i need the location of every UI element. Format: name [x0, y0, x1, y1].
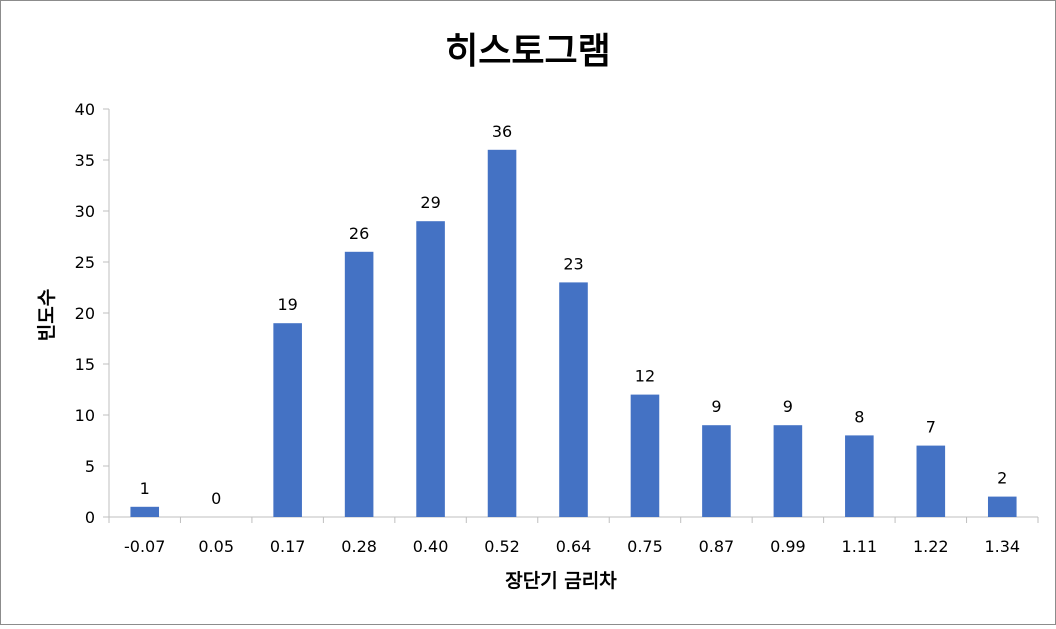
data-label: 8: [854, 407, 864, 426]
data-label: 1: [140, 479, 150, 498]
data-label: 19: [277, 295, 297, 314]
y-tick-label: 35: [75, 151, 95, 170]
x-tick-label: 0.64: [556, 537, 592, 556]
data-labels: 1 0 19 26 29 36 23 12 9 9 8 7 2: [140, 122, 1008, 508]
data-label: 36: [492, 122, 512, 141]
data-label: 2: [997, 469, 1007, 488]
data-label: 9: [783, 397, 793, 416]
bar: [916, 445, 946, 517]
x-tick-label: 0.05: [198, 537, 234, 556]
x-tick-label: 0.87: [699, 537, 735, 556]
bar: [702, 425, 731, 517]
data-label: 12: [635, 367, 655, 386]
y-tick-label: 0: [85, 508, 95, 527]
x-tick-label: -0.07: [124, 537, 165, 556]
bar: [273, 323, 302, 517]
bars: [130, 149, 1017, 518]
data-label: 29: [420, 193, 440, 212]
x-axis: -0.07 0.05 0.17 0.28 0.40 0.52 0.64 0.75 0.87 0.9…: [108, 516, 1039, 556]
x-tick-label: 0.99: [770, 537, 806, 556]
x-tick-label: 0.17: [270, 537, 306, 556]
y-tick-label: 40: [75, 100, 95, 119]
bar: [416, 221, 445, 517]
bar: [130, 506, 160, 517]
data-label: 9: [711, 397, 721, 416]
bar: [487, 149, 517, 518]
x-tick-label: 0.75: [627, 537, 663, 556]
y-axis: 0 5 10 15 20 25 30 35 40: [75, 100, 110, 527]
data-label: 0: [211, 489, 221, 508]
bar: [987, 496, 1017, 517]
x-tick-label: 0.28: [341, 537, 377, 556]
y-tick-label: 15: [75, 355, 95, 374]
data-label: 7: [926, 418, 936, 437]
chart-title: 히스토그램: [445, 31, 611, 72]
data-label: 26: [349, 224, 369, 243]
y-tick-label: 5: [85, 457, 95, 476]
x-tick-label: 1.34: [984, 537, 1020, 556]
bar: [773, 425, 803, 517]
y-axis-title: 빈도수: [36, 289, 58, 341]
y-tick-label: 30: [75, 202, 95, 221]
x-tick-label: 1.22: [913, 537, 949, 556]
x-tick-label: 1.11: [842, 537, 878, 556]
y-tick-label: 25: [75, 253, 95, 272]
bar: [630, 394, 660, 517]
y-tick-label: 10: [75, 406, 95, 425]
bar: [845, 435, 874, 517]
y-tick-label: 20: [75, 304, 95, 323]
x-tick-label: 0.40: [413, 537, 449, 556]
bar: [559, 282, 588, 517]
x-tick-label: 0.52: [484, 537, 520, 556]
bar: [344, 251, 374, 518]
data-label: 23: [563, 254, 583, 273]
x-axis-title: 장단기 금리차: [505, 570, 617, 592]
